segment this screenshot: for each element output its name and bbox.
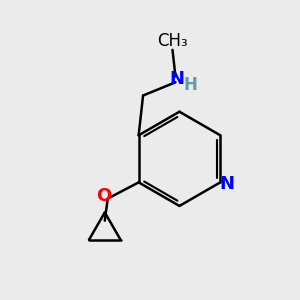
Text: N: N xyxy=(169,70,184,88)
Text: CH₃: CH₃ xyxy=(157,32,188,50)
Text: N: N xyxy=(219,175,234,193)
Text: H: H xyxy=(184,76,198,94)
Text: O: O xyxy=(97,187,112,205)
